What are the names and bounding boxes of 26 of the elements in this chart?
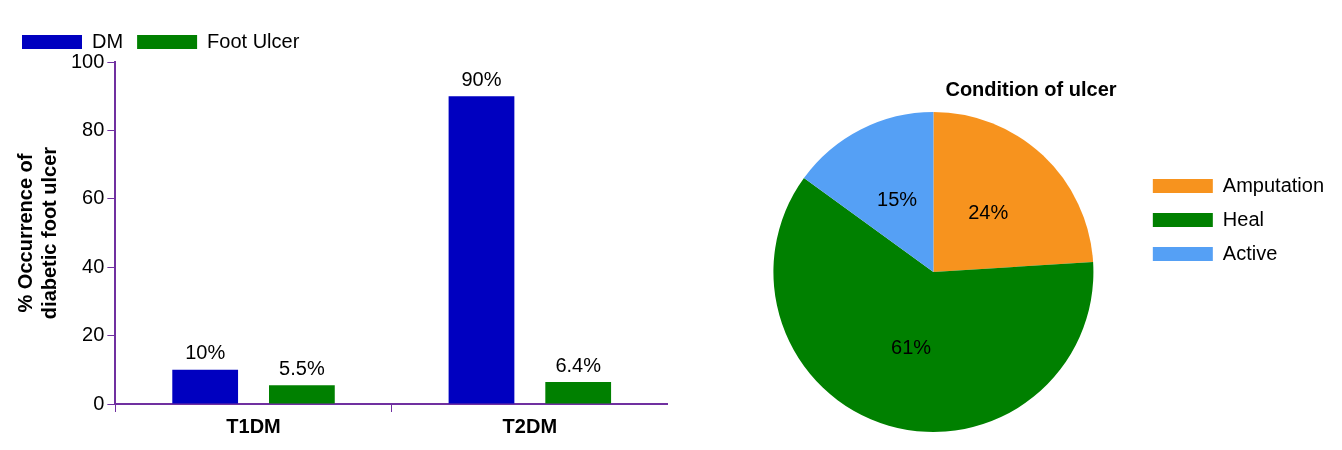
data-label: 5.5% <box>279 356 325 379</box>
data-label: 6.4% <box>555 353 602 376</box>
bar <box>545 382 612 404</box>
y-tick-label: 0 <box>93 391 105 414</box>
y-tick-label: 80 <box>82 117 105 140</box>
y-tick-label: 40 <box>82 254 105 277</box>
legend-label: Foot Ulcer <box>207 29 300 52</box>
bar <box>448 96 515 404</box>
legend-label: DM <box>92 29 124 52</box>
x-tick-label: T1DM <box>226 414 281 437</box>
data-label: 15% <box>877 188 918 211</box>
legend-label: Heal <box>1222 207 1264 230</box>
x-tick-label: T2DM <box>502 414 558 437</box>
y-tick-label: 100 <box>70 49 105 72</box>
data-label: 24% <box>968 201 1009 224</box>
data-label: 90% <box>461 67 502 90</box>
bar <box>172 369 239 404</box>
bar <box>269 385 335 404</box>
chart-title: Condition of ulcer <box>945 77 1117 100</box>
legend-label: Active <box>1222 241 1278 264</box>
data-label: 61% <box>891 336 932 359</box>
y-axis-title: % Occurrence of diabetic foot ulcer <box>13 146 60 320</box>
y-tick-label: 60 <box>82 186 105 209</box>
y-tick-label: 20 <box>82 323 105 346</box>
data-label: 10% <box>185 341 226 364</box>
legend-label: Amputation <box>1222 173 1324 196</box>
